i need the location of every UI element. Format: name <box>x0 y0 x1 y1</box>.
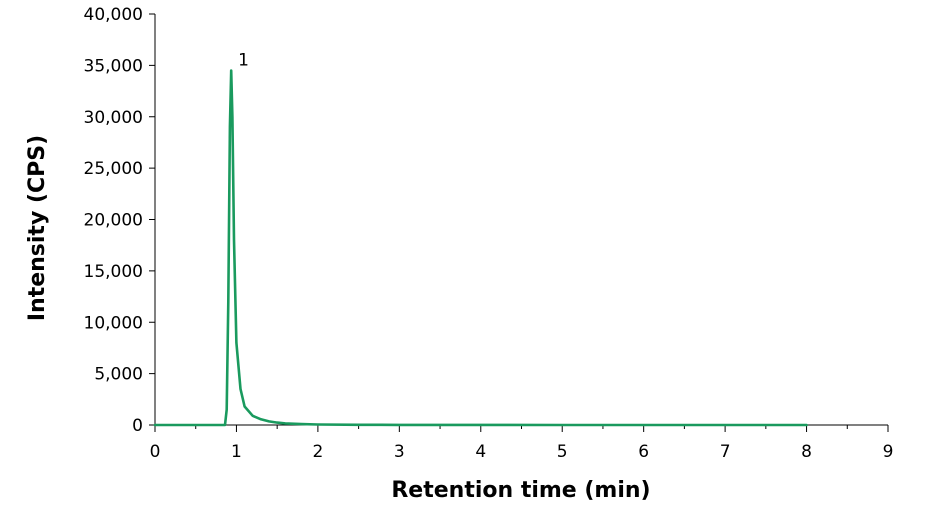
x-tick-label: 7 <box>720 442 731 462</box>
y-tick-label: 40,000 <box>84 5 143 25</box>
x-axis-title: Retention time (min) <box>391 478 650 503</box>
series-line <box>153 69 808 427</box>
x-tick-label: 2 <box>312 442 323 462</box>
x-tick-label: 3 <box>394 442 405 462</box>
x-tick-label: 1 <box>231 442 242 462</box>
x-tick-label: 6 <box>638 442 649 462</box>
x-axis: 0 1 2 3 4 5 6 7 8 9 <box>150 424 894 462</box>
x-tick-label: 9 <box>883 442 894 462</box>
x-ticks: 0 1 2 3 4 5 6 7 8 9 <box>150 425 894 462</box>
x-tick-label: 4 <box>475 442 486 462</box>
peak-label: 1 <box>238 51 249 71</box>
y-tick-label: 0 <box>132 416 143 436</box>
y-tick-label: 20,000 <box>84 211 143 231</box>
x-tick-label: 0 <box>150 442 161 462</box>
y-tick-label: 10,000 <box>84 313 143 333</box>
y-axis-title: Intensity (CPS) <box>25 135 50 321</box>
y-tick-label: 15,000 <box>84 262 143 282</box>
y-axis: 0 5,000 10,000 15,000 20,000 25,000 30,000 35,0… <box>84 5 156 436</box>
y-tick-label: 30,000 <box>84 108 143 128</box>
y-tick-label: 35,000 <box>84 56 143 76</box>
y-tick-label: 25,000 <box>84 159 143 179</box>
y-ticks: 0 5,000 10,000 15,000 20,000 25,000 30,000 35,0… <box>84 5 155 436</box>
y-tick-label: 5,000 <box>94 365 143 385</box>
x-tick-label: 8 <box>801 442 812 462</box>
x-tick-label: 5 <box>557 442 568 462</box>
